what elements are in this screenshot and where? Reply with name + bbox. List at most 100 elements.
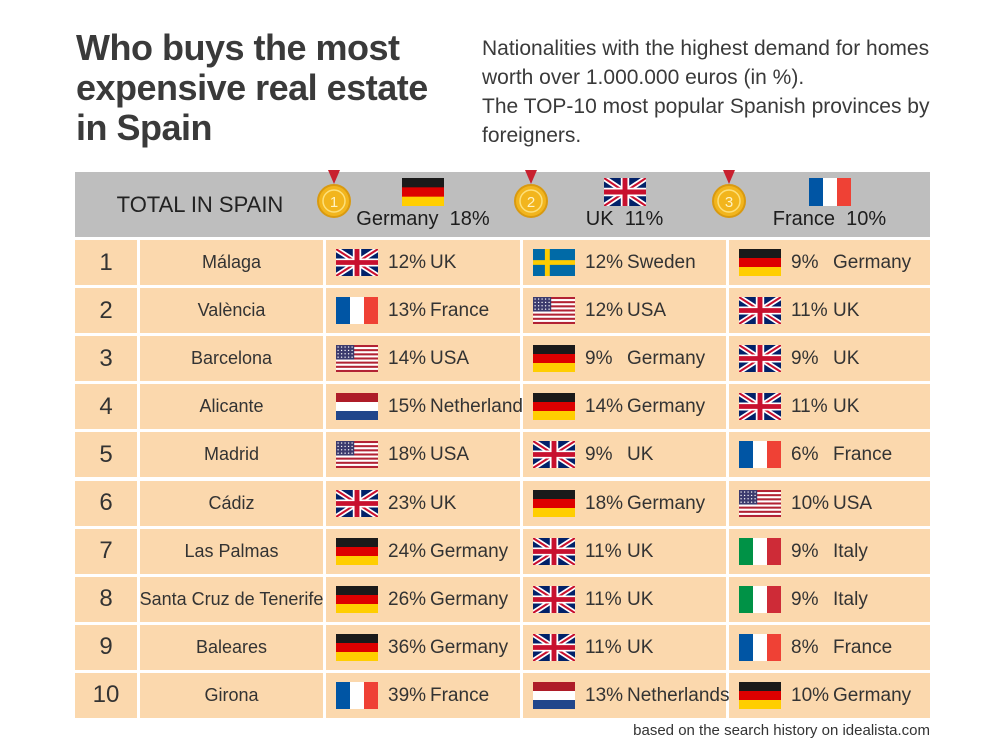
nationality-cell: 10% USA: [729, 480, 930, 526]
province-cell: Barcelona: [140, 336, 323, 382]
nationality-name: UK: [627, 444, 654, 466]
nationality-name: UK: [627, 636, 654, 658]
nationality-name: UK: [627, 540, 654, 562]
table-row: 5 Madrid 18% USA 9% UK 6% France: [75, 432, 930, 478]
header-label-2: UK 11%: [523, 208, 726, 231]
rank-cell: 2: [75, 288, 137, 334]
italy-flag-icon: [739, 585, 782, 613]
nationality-pct: 14%: [585, 396, 624, 418]
uk-flag-icon: [334, 246, 380, 279]
nationality-cell: 10% Germany: [729, 672, 930, 718]
nationality-name: USA: [430, 348, 470, 370]
nationality-pct: 15%: [388, 396, 427, 418]
nationality-cell: 18% USA: [326, 432, 520, 478]
nationality-pct: 23%: [388, 492, 427, 514]
nationality-pct: 11%: [791, 300, 828, 322]
france-flag-icon: [739, 633, 782, 661]
header-pct: 18%: [449, 208, 490, 230]
nationality-cell: 12% UK: [326, 240, 520, 285]
nationality-cell: 9% Italy: [729, 528, 930, 574]
uk-flag-icon: [531, 583, 577, 615]
rank-cell: 10: [75, 672, 137, 718]
province-cell: València: [140, 288, 323, 334]
germany-flag-icon: [336, 585, 378, 614]
netherlands-flag-icon: [336, 393, 378, 421]
province-cell: Málaga: [140, 240, 323, 285]
nationality-name: Italy: [833, 540, 868, 562]
province-cell: Baleares: [140, 624, 323, 670]
subtitle-line: Nationalities with the highest demand fo…: [482, 37, 930, 60]
province-cell: Santa Cruz de Tenerife: [140, 576, 323, 622]
table-row: 10 Girona 39% France 13% Netherlands 10% German…: [75, 672, 930, 718]
header-top-2: 2 UK 11%: [514, 170, 726, 237]
header-flag-3: [808, 178, 851, 206]
germany-flag-icon: [336, 537, 378, 565]
nationality-name: Sweden: [627, 252, 696, 273]
france-flag-icon: [739, 441, 782, 469]
rank-cell: 1: [75, 240, 137, 285]
uk-flag-icon: [737, 294, 783, 327]
nationality-cell: 39% France: [326, 672, 520, 718]
uk-flag-icon: [334, 487, 380, 519]
nationality-pct: 12%: [585, 252, 624, 273]
usa-flag-icon: [739, 489, 781, 517]
uk-flag-icon: [531, 631, 577, 664]
nationality-name: France: [430, 684, 490, 706]
nationality-pct: 8%: [791, 636, 819, 658]
subtitle-line: foreigners.: [482, 124, 582, 147]
nationality-name: Germany: [627, 396, 706, 418]
header-label-1: Germany 18%: [326, 208, 520, 231]
nationality-cell: 6% France: [729, 432, 930, 478]
nationality-pct: 13%: [388, 300, 427, 322]
nationality-cell: 15% Netherlands: [326, 384, 532, 430]
nationality-name: Germany: [833, 252, 912, 273]
nationality-name: Germany: [627, 348, 706, 370]
uk-flag-icon: [531, 439, 577, 471]
netherlands-flag-icon: [533, 681, 575, 710]
total-in-spain-label: TOTAL IN SPAIN: [116, 191, 284, 217]
nationality-pct: 18%: [388, 444, 427, 466]
nationality-cell: 11% UK: [523, 576, 726, 622]
germany-flag-icon: [336, 633, 378, 662]
table-row: 9 Baleares 36% Germany 11% UK 8% France: [75, 624, 930, 670]
header-pct: 10%: [846, 208, 887, 230]
nationality-name: Germany: [430, 588, 509, 610]
header-country: UK: [585, 208, 614, 230]
nationality-cell: 8% France: [729, 624, 930, 670]
nationality-pct: 18%: [585, 492, 624, 514]
nationality-cell: 13% France: [326, 288, 520, 334]
usa-flag-icon: [336, 441, 378, 469]
nationality-name: France: [833, 636, 893, 658]
nationality-name: Netherlands: [430, 396, 533, 418]
header-top-3: 3 France 10%: [712, 170, 930, 237]
province-cell: Las Palmas: [140, 528, 323, 574]
germany-flag-icon: [533, 489, 575, 517]
nationality-cell: 11% UK: [729, 288, 930, 334]
nationality-cell: 9% UK: [523, 432, 726, 478]
nationality-cell: 36% Germany: [326, 624, 520, 670]
nationality-cell: 9% Italy: [729, 576, 930, 622]
nationality-name: UK: [430, 492, 457, 514]
france-flag-icon: [336, 681, 379, 709]
province-cell: Alicante: [140, 384, 323, 430]
nationality-cell: 26% Germany: [326, 576, 520, 622]
nationality-name: UK: [430, 252, 457, 273]
header-label-3: France 10%: [729, 208, 930, 231]
medal-3-icon: 3: [709, 170, 749, 220]
nationality-cell: 12% USA: [523, 288, 726, 334]
province-cell: Girona: [140, 672, 323, 718]
rank-cell: 8: [75, 576, 137, 622]
nationality-cell: 11% UK: [523, 624, 726, 670]
nationality-name: UK: [833, 348, 860, 370]
svg-text:1: 1: [330, 194, 338, 211]
usa-flag-icon: [336, 345, 378, 373]
header-country: Germany: [356, 208, 439, 230]
nationality-name: Germany: [833, 684, 912, 706]
germany-flag-icon: [739, 249, 781, 277]
rank-cell: 6: [75, 480, 137, 526]
nationality-cell: 24% Germany: [326, 528, 520, 574]
nationality-pct: 12%: [388, 252, 427, 273]
nationality-name: France: [833, 444, 893, 466]
uk-flag-icon: [531, 535, 577, 567]
header-pct: 11%: [624, 208, 664, 230]
